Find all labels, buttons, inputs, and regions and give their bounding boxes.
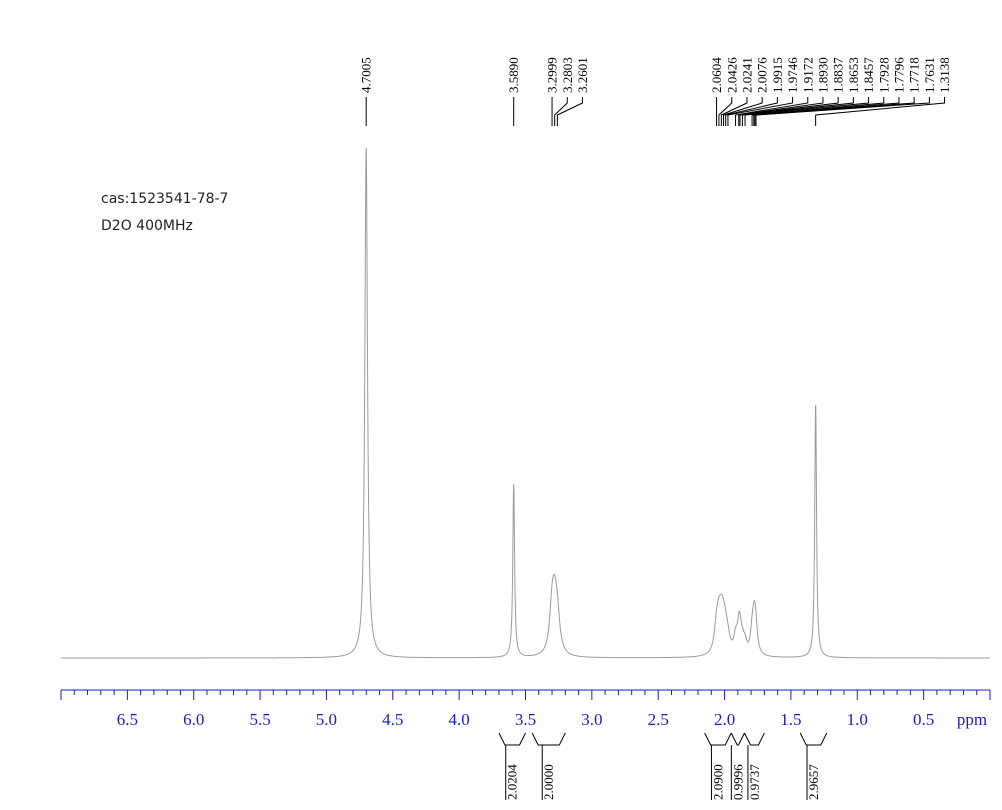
peak-leader-line <box>554 97 568 126</box>
peak-leader-line <box>741 97 854 126</box>
peak-label: 1.3138 <box>937 57 952 93</box>
integral-bracket <box>730 732 745 746</box>
x-tick-label: 5.5 <box>249 710 270 729</box>
x-axis-unit-label: ppm <box>957 710 987 729</box>
peak-leader-line <box>815 97 946 126</box>
peak-label: 1.7928 <box>876 57 891 93</box>
integral-value-label: 0.9737 <box>747 764 762 800</box>
peak-label: 2.0604 <box>709 57 724 93</box>
x-tick-label: 3.5 <box>515 710 536 729</box>
peak-label: 1.9746 <box>785 57 800 93</box>
peak-label: 1.7631 <box>922 57 937 93</box>
integral-bracket <box>799 732 828 746</box>
x-tick-label: 5.0 <box>316 710 337 729</box>
x-tick-label: 4.5 <box>382 710 403 729</box>
peak-leader-line <box>556 97 583 126</box>
integral-value-label: 2.0900 <box>710 764 725 800</box>
integral-bracket <box>704 732 732 746</box>
x-tick-label: 0.5 <box>913 710 934 729</box>
peak-leader-line <box>727 97 794 126</box>
integral-bracket <box>498 732 526 746</box>
peak-label: 2.0426 <box>724 57 739 93</box>
peak-label: 1.7718 <box>907 57 922 93</box>
spectrum-line <box>61 148 990 659</box>
integral-brackets: 2.0204 2.0000 2.0900 0.9996 0.9737 2.9657 <box>498 732 828 800</box>
peak-leader-line <box>735 97 809 126</box>
peak-leader-line <box>720 97 748 126</box>
peak-label: 1.9915 <box>770 57 785 93</box>
peak-leader-line <box>751 97 885 126</box>
peak-leader-line <box>744 97 870 126</box>
peak-leaders <box>365 97 946 126</box>
peak-leader-line <box>739 97 839 126</box>
peak-label: 1.8837 <box>831 57 846 93</box>
integral-value-label: 2.9657 <box>806 764 821 800</box>
x-tick-label: 1.0 <box>847 710 868 729</box>
x-tick-label: 4.0 <box>449 710 470 729</box>
integral-value-label: 0.9996 <box>730 764 745 800</box>
peak-leader-line <box>738 97 824 126</box>
x-tick-label: 2.0 <box>714 710 735 729</box>
integral-value-label: 2.0204 <box>505 764 520 800</box>
peak-label: 2.0241 <box>739 57 754 93</box>
peak-leader-line <box>725 97 778 126</box>
peak-labels: 4.7005 3.5890 3.2999 3.2803 3.2601 2.0604 2.04… <box>359 57 952 93</box>
x-tick-label: 6.5 <box>117 710 138 729</box>
peak-label: 2.0076 <box>755 57 770 93</box>
peak-label: 4.7005 <box>359 57 374 93</box>
peak-label: 3.2601 <box>575 57 590 93</box>
peak-leader-line <box>723 97 763 126</box>
peak-leader-line <box>754 97 915 126</box>
cas-number-text: cas:1523541-78-7 <box>101 191 229 207</box>
integral-bracket <box>531 732 566 746</box>
peak-leader-line <box>718 97 733 126</box>
integral-value-label: 2.0000 <box>541 764 556 800</box>
peak-label: 1.7796 <box>891 57 906 93</box>
peak-label: 1.8653 <box>846 57 861 93</box>
x-tick-label: 2.5 <box>648 710 669 729</box>
x-tick-label: 3.0 <box>581 710 602 729</box>
x-tick-label: 1.5 <box>780 710 801 729</box>
peak-label: 3.2999 <box>545 57 560 93</box>
integral-bracket <box>744 732 765 746</box>
peak-label: 1.8930 <box>815 57 830 93</box>
peak-label: 3.5890 <box>506 57 521 93</box>
peak-leader-line <box>755 97 930 126</box>
solvent-frequency-text: D2O 400MHz <box>101 218 193 234</box>
x-axis: 6.5 6.0 5.5 5.0 4.5 4.0 3.5 3.0 2.5 2.0 1.5 1.0 0.5 p… <box>60 689 991 729</box>
peak-label: 3.2803 <box>560 57 575 93</box>
x-tick-label: 6.0 <box>183 710 204 729</box>
peak-label: 1.9172 <box>800 57 815 93</box>
peak-leader-line <box>753 97 900 126</box>
peak-label: 1.8457 <box>861 57 876 93</box>
